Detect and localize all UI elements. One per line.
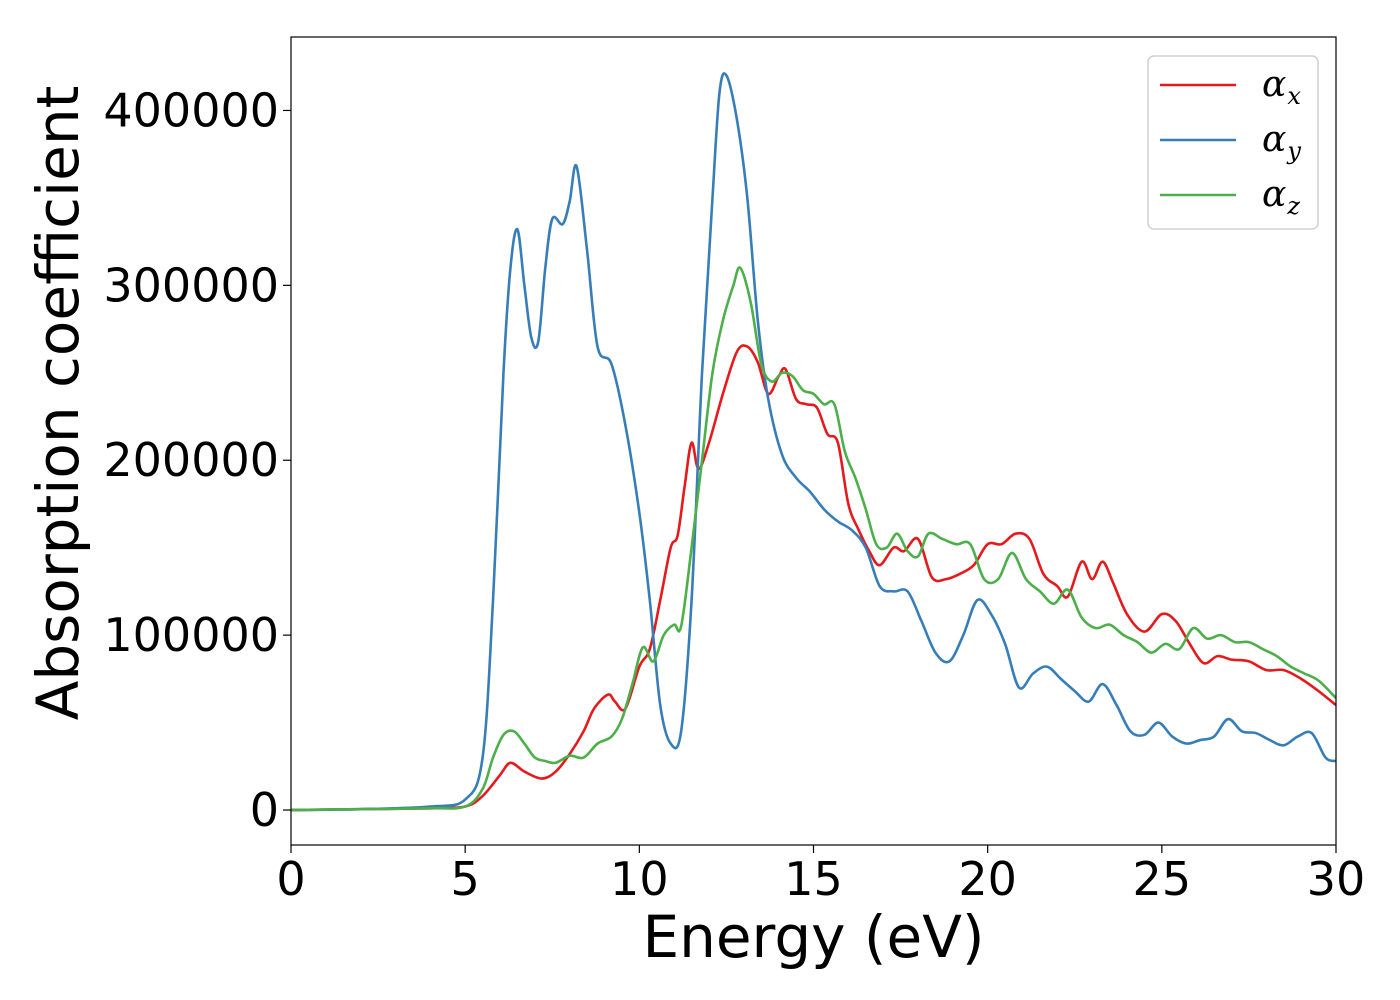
x-tick-label: 30 xyxy=(1307,852,1366,906)
x-tick-label: 20 xyxy=(958,852,1017,906)
x-tick-label: 0 xyxy=(276,852,305,906)
y-tick-label: 300000 xyxy=(103,258,279,312)
legend-label-x: αx xyxy=(1262,64,1301,110)
series-line-z xyxy=(291,266,1336,812)
series-layer xyxy=(291,72,1336,812)
x-tick-label: 15 xyxy=(784,852,843,906)
series-line-x xyxy=(291,344,1336,812)
x-axis-label: Energy (eV) xyxy=(642,903,984,971)
legend-box xyxy=(1147,55,1319,230)
x-tick-label: 10 xyxy=(610,852,669,906)
x-tick-label: 25 xyxy=(1133,852,1192,906)
y-tick-label: 400000 xyxy=(103,83,279,137)
y-tick-label: 100000 xyxy=(103,608,279,662)
y-tick-label: 0 xyxy=(250,783,279,837)
y-axis-label: Absorption coefficient xyxy=(24,86,92,721)
x-tick-label: 5 xyxy=(451,852,480,906)
y-tick-label: 200000 xyxy=(103,433,279,487)
ticks-layer: 0 5 10 15 20 25 30 0 100000 200000 300000 400000 xyxy=(103,83,1365,906)
series-line-y xyxy=(291,72,1336,812)
